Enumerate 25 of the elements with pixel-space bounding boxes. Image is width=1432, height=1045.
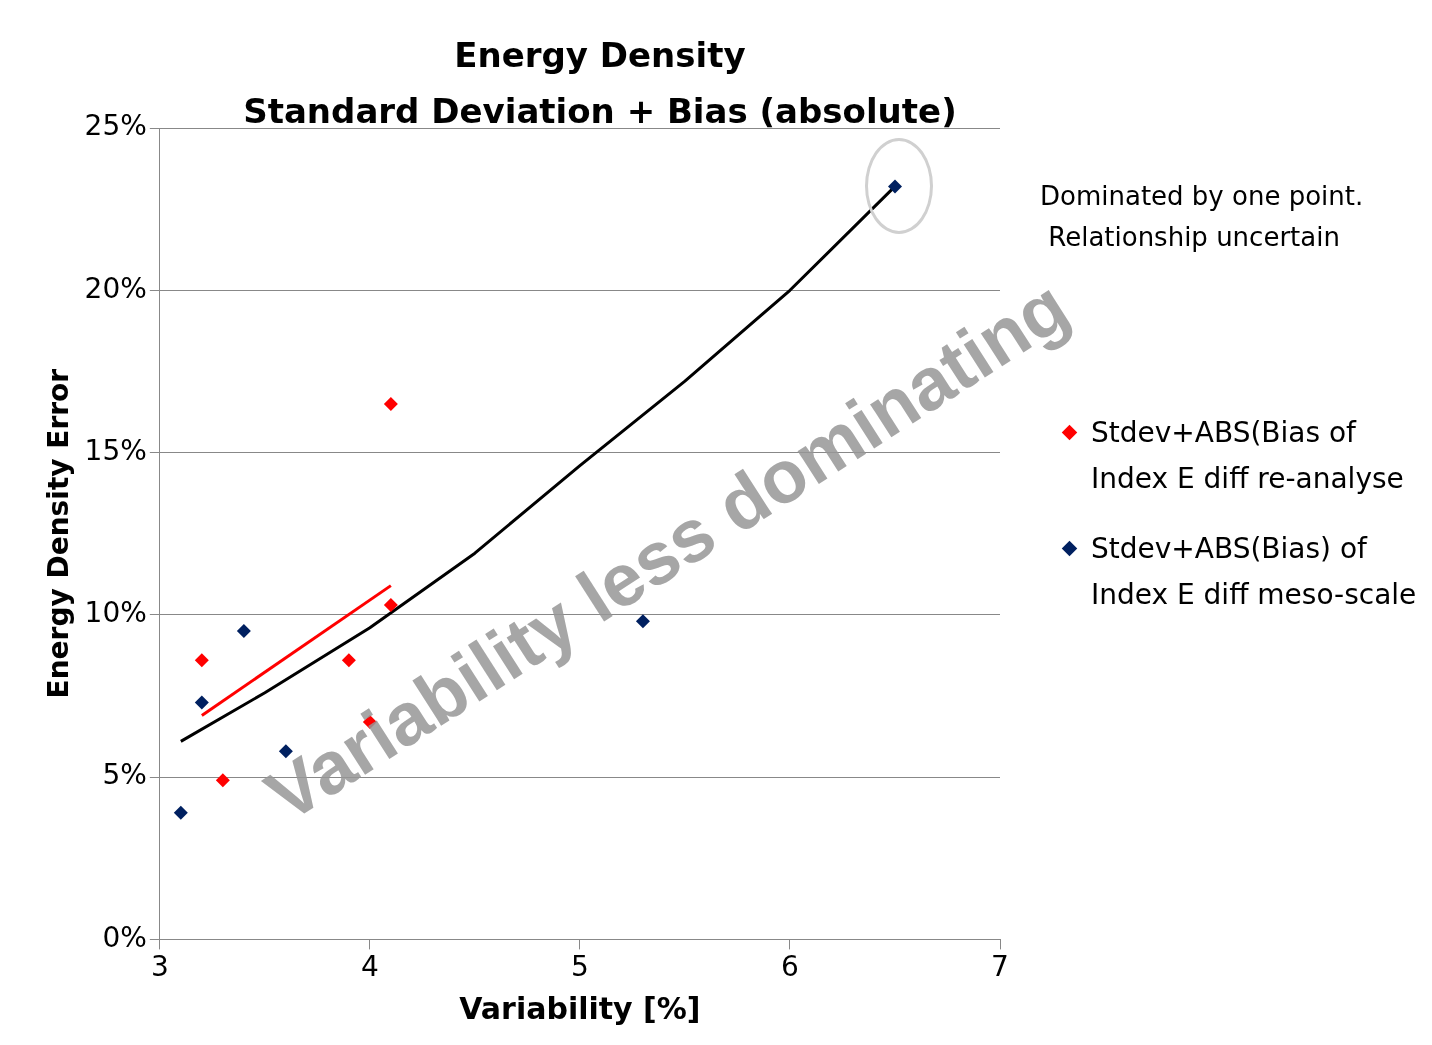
y-tick-label: 5%: [102, 758, 147, 792]
point: [194, 653, 209, 668]
y-tick-label: 0%: [102, 920, 147, 954]
y-tick-label: 15%: [84, 433, 147, 467]
x-tick-label: 7: [991, 950, 1009, 984]
point: [173, 805, 188, 820]
x-axis-title: Variability [%]: [459, 990, 701, 1026]
y-tick-label: 10%: [84, 596, 147, 630]
y-tick-label: 25%: [84, 109, 147, 143]
point: [236, 624, 251, 639]
y-tick-label: 20%: [84, 271, 147, 305]
y-axis-title: Energy Density Error: [42, 368, 76, 699]
legend-label: Stdev+ABS(Bias) of Index E diff meso-scale: [1091, 531, 1418, 613]
x-tick-label: 5: [571, 950, 589, 984]
x-tick-label: 3: [150, 950, 169, 984]
point: [887, 179, 902, 194]
point: [383, 396, 398, 411]
chart-subtitle: Standard Deviation + Bias (absolute): [243, 91, 957, 131]
chart-title: Energy Density: [454, 35, 746, 75]
point: [215, 773, 230, 788]
x-tick-label: 4: [360, 950, 379, 984]
legend-label: Stdev+ABS(Bias of Index E diff re-analyse: [1091, 415, 1405, 497]
text: Dominated by one point. Relationship uncertain: [1040, 181, 1364, 252]
x-tick-label: 6: [781, 950, 799, 984]
point: [194, 695, 209, 710]
